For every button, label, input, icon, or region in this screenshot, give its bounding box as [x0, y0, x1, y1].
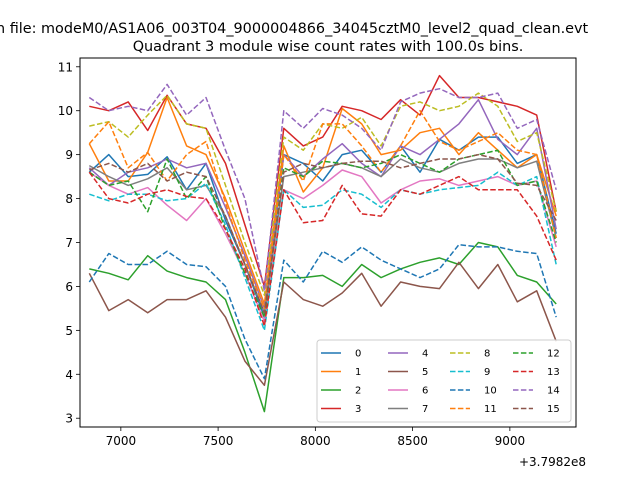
legend-label-6: 6: [422, 386, 428, 397]
y-tick-label: 5: [65, 324, 73, 338]
series-line-12: [88, 149, 557, 318]
legend-label-2: 2: [355, 386, 361, 397]
chart-title: Quadrant 3 module wise count rates with …: [133, 39, 524, 55]
legend-label-1: 1: [355, 367, 361, 378]
x-tick-label: 7000: [106, 434, 137, 448]
x-tick-label: 9000: [495, 434, 526, 448]
legend-label-13: 13: [547, 367, 560, 378]
legend-label-5: 5: [422, 367, 428, 378]
y-tick-label: 9: [65, 148, 73, 162]
y-tick-label: 10: [58, 104, 73, 118]
x-tick-label: 8000: [300, 434, 331, 448]
x-offset-label: +3.7982e8: [519, 455, 586, 469]
y-tick-label: 3: [65, 412, 73, 426]
legend-label-15: 15: [547, 404, 560, 415]
series-line-3: [89, 74, 557, 288]
legend-label-0: 0: [355, 349, 361, 360]
series-line-13: [88, 171, 557, 327]
y-tick-label: 6: [65, 280, 73, 294]
legend-label-11: 11: [484, 404, 497, 415]
legend-label-8: 8: [484, 349, 490, 360]
legend-label-14: 14: [547, 386, 560, 397]
series-line-9: [89, 171, 557, 332]
legend-label-12: 12: [547, 349, 560, 360]
series-line-10: [88, 243, 557, 380]
figure-suptitle: h file: modeM0/AS1A06_003T04_9000004866_…: [0, 21, 589, 37]
series-line-5: [88, 261, 557, 387]
legend-frame: [316, 339, 572, 423]
y-tick-label: 4: [65, 368, 73, 382]
plot-frame: [79, 57, 577, 428]
series-line-6: [88, 169, 557, 323]
series-line-14: [88, 83, 557, 292]
series-line-0: [88, 136, 557, 318]
legend-label-10: 10: [484, 386, 497, 397]
series-line-15: [89, 153, 557, 314]
y-tick-label: 7: [65, 236, 73, 250]
series-line-2: [89, 241, 557, 413]
y-tick-label: 8: [65, 192, 73, 206]
x-tick-label: 7500: [203, 434, 234, 448]
legend-label-3: 3: [355, 404, 361, 415]
legend-label-9: 9: [484, 367, 490, 378]
legend-label-7: 7: [422, 404, 428, 415]
y-tick-label: 11: [58, 60, 73, 74]
series-layer: [88, 74, 557, 413]
legend-label-4: 4: [422, 349, 428, 360]
x-tick-label: 8500: [397, 434, 428, 448]
